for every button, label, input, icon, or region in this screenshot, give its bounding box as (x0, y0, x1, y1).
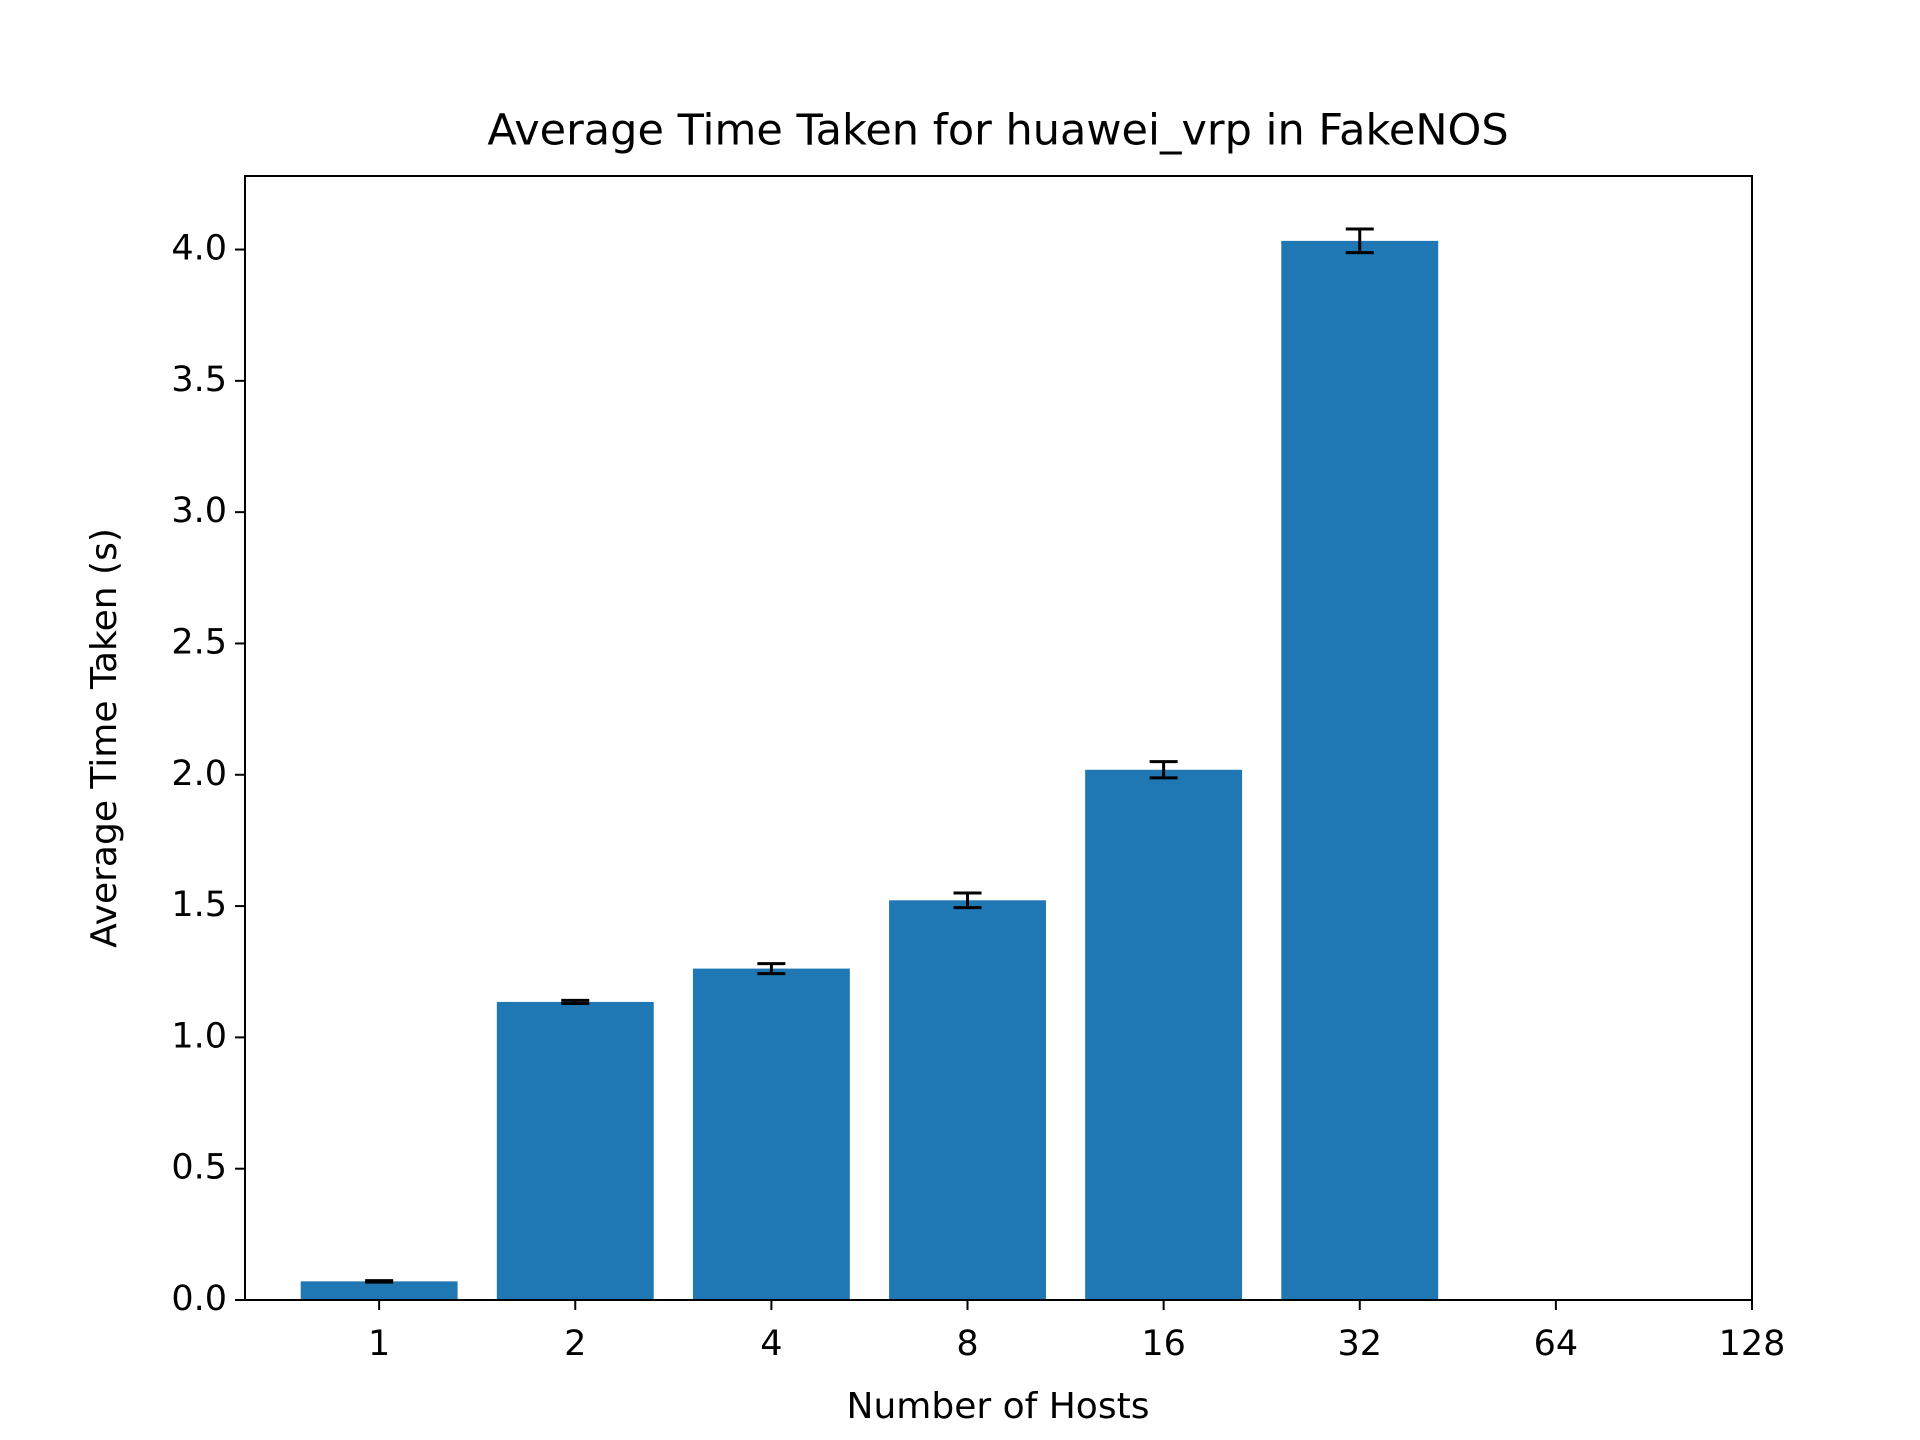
bar (692, 968, 850, 1300)
y-tick-label: 1.0 (171, 1016, 227, 1056)
error-bar (953, 891, 982, 910)
y-axis-label: Average Time Taken (s) (84, 528, 125, 948)
bar (496, 1001, 654, 1300)
x-tick-label: 4 (760, 1324, 782, 1364)
y-tick-label: 0.0 (171, 1279, 227, 1319)
y-tick-label: 2.0 (171, 754, 227, 794)
error-bar (1345, 227, 1374, 255)
x-axis-label: Number of Hosts (847, 1386, 1150, 1427)
plot-frame (244, 175, 1753, 1301)
x-tick-label: 8 (956, 1324, 978, 1364)
x-tick-label: 16 (1141, 1324, 1186, 1364)
x-tick-label: 64 (1534, 1324, 1579, 1364)
y-tick-label: 3.5 (171, 360, 227, 400)
error-bar (757, 962, 786, 976)
error-bar (365, 1279, 394, 1284)
chart-title: Average Time Taken for huawei_vrp in Fak… (487, 106, 1508, 156)
error-bar (561, 998, 590, 1006)
error-bar (1149, 760, 1178, 780)
x-tick-label: 32 (1337, 1324, 1382, 1364)
x-tick-label: 128 (1719, 1324, 1786, 1364)
bar (1281, 240, 1439, 1301)
bar (1085, 769, 1243, 1300)
y-tick-label: 2.5 (171, 622, 227, 662)
y-tick-label: 0.5 (171, 1148, 227, 1188)
bar (300, 1281, 458, 1300)
x-tick-label: 1 (368, 1324, 390, 1364)
x-tick-label: 2 (564, 1324, 586, 1364)
y-tick-label: 4.0 (171, 229, 227, 269)
y-tick-label: 1.5 (171, 885, 227, 925)
y-tick-label: 3.0 (171, 491, 227, 531)
bar (889, 900, 1046, 1300)
